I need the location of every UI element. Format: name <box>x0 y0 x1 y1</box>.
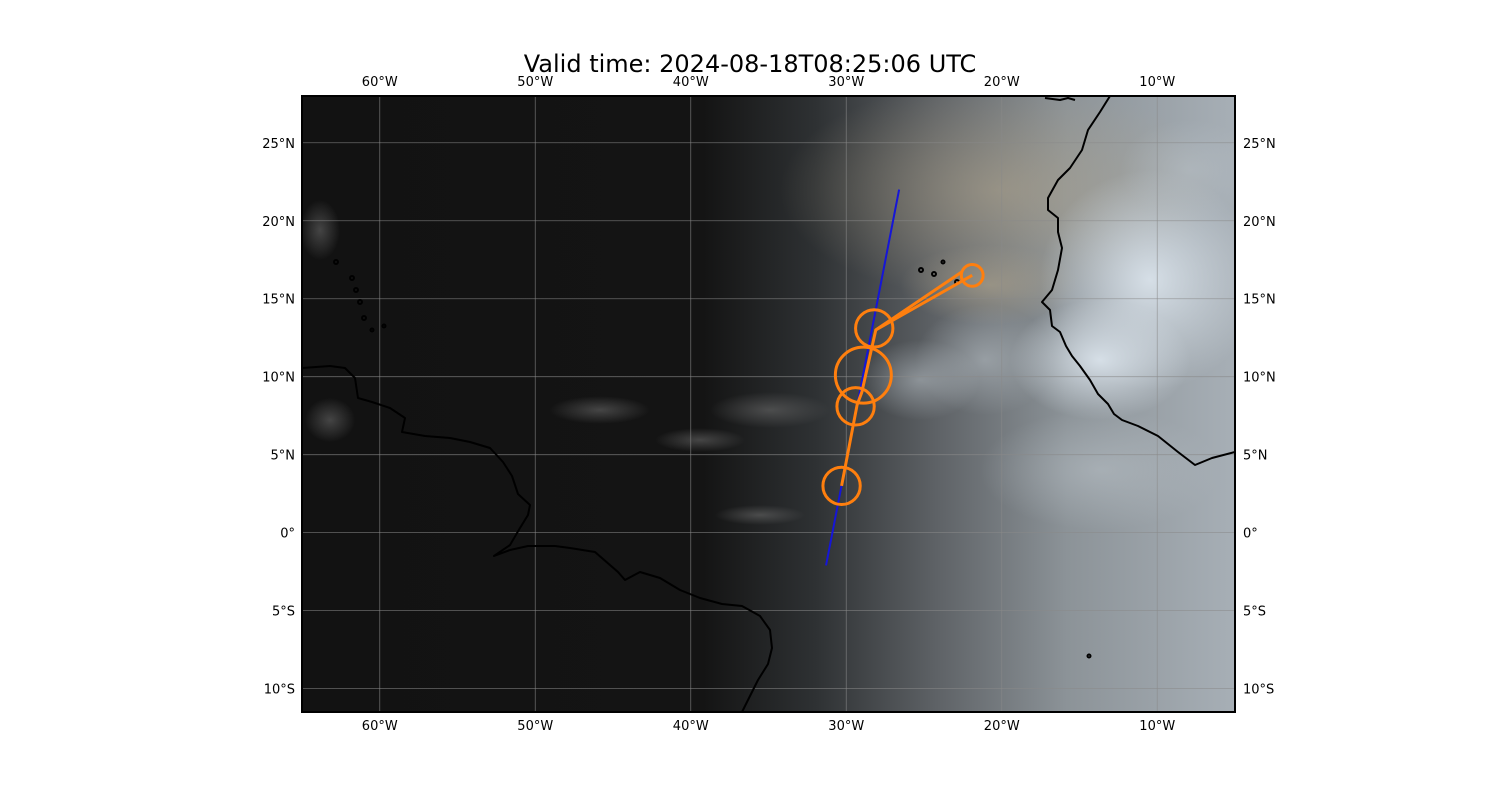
flight-circle <box>959 262 985 288</box>
lon-tick-label-bottom: 30°W <box>828 719 864 734</box>
lat-tick-label-left: 0° <box>280 527 295 542</box>
lat-tick-label-left: 10°N <box>262 371 295 386</box>
map-frame <box>301 95 1236 713</box>
lon-tick-label-bottom: 50°W <box>517 719 553 734</box>
lon-tick-label-top: 60°W <box>362 75 398 90</box>
lat-tick-label-right: 5°N <box>1243 449 1268 464</box>
lat-tick-label-right: 5°S <box>1243 605 1266 620</box>
lon-tick-label-top: 20°W <box>984 75 1020 90</box>
lat-tick-label-left: 5°N <box>271 449 296 464</box>
lat-tick-label-right: 10°S <box>1243 683 1274 698</box>
flight-path <box>840 270 973 487</box>
lon-tick-label-top: 40°W <box>673 75 709 90</box>
lat-tick-label-left: 10°S <box>264 683 295 698</box>
flight-circle <box>835 386 876 427</box>
lat-tick-label-left: 15°N <box>262 293 295 308</box>
lat-tick-label-right: 20°N <box>1243 215 1276 230</box>
lat-tick-label-right: 25°N <box>1243 137 1276 152</box>
flight-circle <box>854 308 895 349</box>
lon-tick-label-bottom: 60°W <box>362 719 398 734</box>
coastline-south-america <box>302 365 773 712</box>
lon-tick-label-top: 50°W <box>517 75 553 90</box>
lon-tick-label-top: 10°W <box>1139 75 1175 90</box>
lon-tick-label-bottom: 40°W <box>673 719 709 734</box>
lon-tick-label-bottom: 20°W <box>984 719 1020 734</box>
coastline-west-africa <box>1041 96 1235 466</box>
lat-tick-label-right: 10°N <box>1243 371 1276 386</box>
caribbean-islands <box>333 259 1092 659</box>
satellite-imagery <box>302 96 1235 712</box>
flight-circles <box>821 262 985 507</box>
lon-tick-label-bottom: 10°W <box>1139 719 1175 734</box>
lat-tick-label-left: 20°N <box>262 215 295 230</box>
axis-ticks: 60°W 60°W 50°W 50°W 40°W 40°W 30°W 30°W 20°W 20°W… <box>262 75 1276 734</box>
lat-tick-label-right: 0° <box>1243 527 1258 542</box>
lat-tick-label-right: 15°N <box>1243 293 1276 308</box>
lon-tick-label-top: 30°W <box>828 75 864 90</box>
lat-tick-label-left: 5°S <box>272 605 295 620</box>
flight-circle <box>821 465 862 507</box>
plot-title: Valid time: 2024-08-18T08:25:06 UTC <box>523 50 977 78</box>
flight-circle <box>833 345 893 405</box>
lat-tick-label-left: 25°N <box>262 137 295 152</box>
coastline-iberia-north <box>1044 97 1076 101</box>
